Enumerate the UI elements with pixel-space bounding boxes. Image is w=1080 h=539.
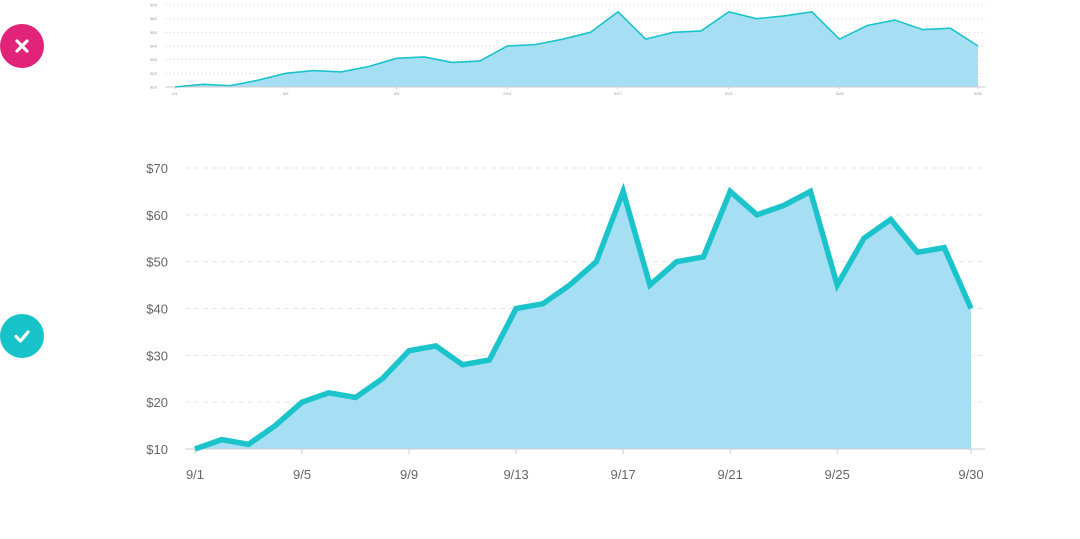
x-tick-label: 9/5 (293, 467, 311, 482)
close-icon (15, 39, 29, 53)
x-tick-label: 9/9 (400, 467, 418, 482)
series-line (194, 182, 974, 452)
y-tick-label: $40 (146, 302, 168, 317)
x-tick-label: 9/30 (958, 467, 983, 482)
x-tick-label: 9/25 (825, 467, 850, 482)
bad-example-badge (0, 24, 44, 68)
y-tick-label: $40 (150, 44, 157, 49)
x-tick-label: 9/25 (836, 91, 845, 96)
y-tick-label: $20 (146, 395, 168, 410)
y-tick-label: $10 (150, 85, 157, 90)
y-tick-label: $10 (146, 442, 168, 457)
y-tick-label: $30 (150, 57, 157, 62)
x-tick-label: 9/30 (974, 91, 983, 96)
y-tick-label: $50 (146, 255, 168, 270)
checkmark-icon (14, 330, 30, 343)
x-tick-label: 9/21 (725, 91, 734, 96)
x-tick-label: 9/17 (614, 91, 623, 96)
x-tick-label: 9/13 (503, 91, 512, 96)
y-tick-label: $60 (146, 208, 168, 223)
y-tick-label: $30 (146, 348, 168, 363)
x-tick-label: 9/17 (610, 467, 635, 482)
x-tick-label: 9/1 (172, 91, 178, 96)
x-tick-label: 9/1 (186, 467, 204, 482)
x-tick-label: 9/13 (503, 467, 528, 482)
y-tick-label: $50 (150, 30, 157, 35)
area-fill (175, 11, 978, 87)
y-tick-label: $70 (146, 161, 168, 176)
large-area-chart: $10 $20 $30 $40 $50 $60 $70 9/1 9/5 9/9 9/13 9/17 9/… (146, 161, 985, 482)
series-line (174, 10, 979, 88)
y-tick-label: $20 (150, 71, 157, 76)
area-fill (195, 191, 971, 449)
y-tick-label: $70 (150, 3, 157, 8)
x-tick-label: 9/9 (394, 91, 400, 96)
y-tick-label: $60 (150, 16, 157, 21)
x-tick-label: 9/21 (718, 467, 743, 482)
x-tick-label: 9/5 (283, 91, 289, 96)
good-example-badge (0, 314, 44, 358)
small-area-chart: $10 $20 $30 $40 $50 $60 $70 9/1 9/5 9/9 9/13 9/17 9/… (150, 3, 986, 96)
